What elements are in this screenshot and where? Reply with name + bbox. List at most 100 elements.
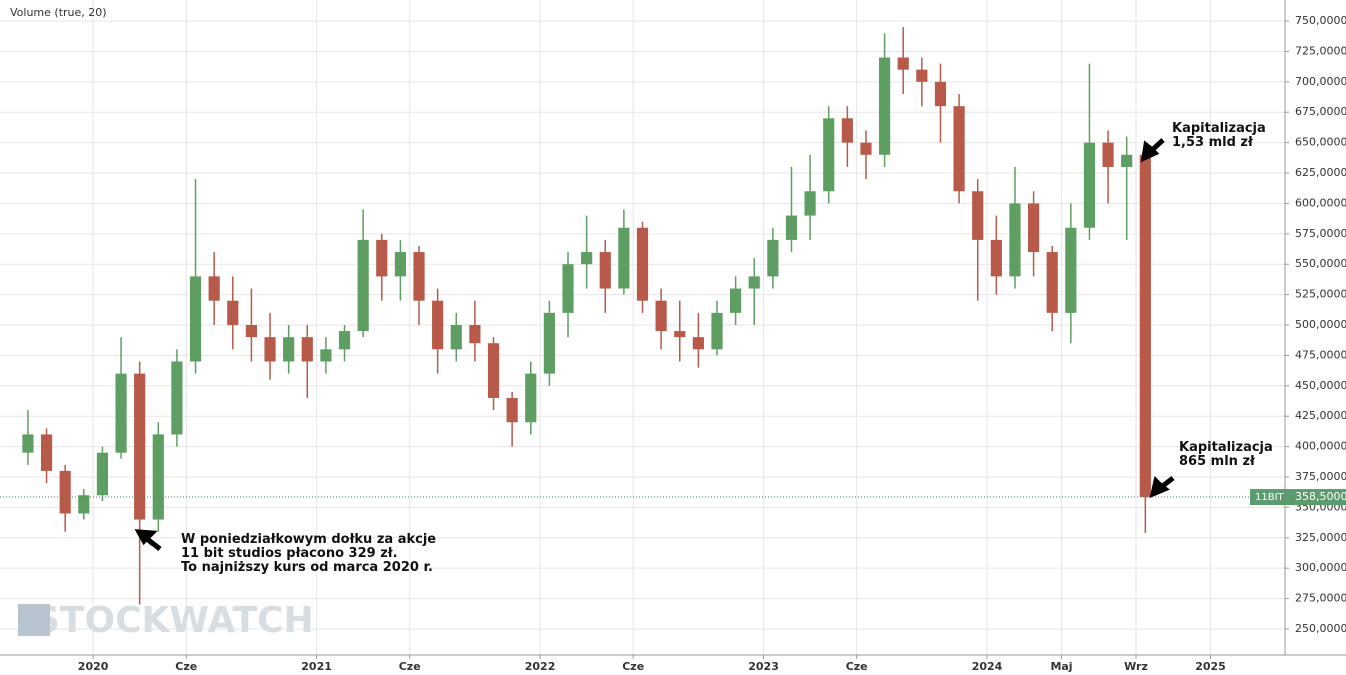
candle-body — [283, 337, 295, 362]
candle-body — [1028, 203, 1040, 253]
candle-body — [1083, 142, 1096, 228]
y-tick-label: 575,0000 — [1295, 227, 1346, 240]
candle-body — [841, 118, 853, 143]
candles — [22, 27, 1151, 605]
candle-body — [785, 215, 798, 240]
candle-body — [208, 276, 220, 301]
candle-body — [487, 343, 500, 398]
candle-body — [692, 337, 704, 350]
candle-body — [22, 434, 34, 453]
x-tick-label: Cze — [399, 660, 421, 673]
candle-body — [301, 337, 313, 362]
candle-body — [245, 325, 257, 338]
candle-body — [78, 495, 90, 514]
annotation: 11 bit studios płacono 329 zł. — [181, 546, 398, 561]
candle-body — [562, 264, 574, 313]
candle-body — [189, 276, 202, 362]
y-tick-label: 650,0000 — [1295, 136, 1346, 149]
x-tick-label: 2023 — [748, 660, 779, 673]
candle-body — [1139, 154, 1151, 498]
annotation: To najniższy kurs od marca 2020 r. — [181, 560, 433, 575]
candle-body — [916, 69, 928, 82]
x-tick-label: Maj — [1050, 660, 1072, 673]
candle-body — [990, 239, 1002, 277]
y-tick-label: 325,0000 — [1295, 531, 1346, 544]
x-tick-label: 2020 — [78, 660, 109, 673]
y-tick-label: 275,0000 — [1295, 592, 1346, 605]
candle-body — [879, 57, 891, 155]
y-tick-label: 700,0000 — [1295, 75, 1346, 88]
candle-body — [767, 239, 779, 277]
y-tick-label: 400,0000 — [1295, 440, 1346, 453]
annotation: Kapitalizacja — [1172, 121, 1266, 136]
candle-body — [1102, 142, 1114, 167]
candle-body — [730, 288, 742, 313]
annotation: 1,53 mld zł — [1172, 135, 1254, 150]
watermark-logo — [18, 604, 50, 636]
candle-body — [357, 239, 369, 332]
y-tick-label: 600,0000 — [1295, 196, 1346, 209]
candle-body — [432, 300, 444, 350]
candle-body — [338, 331, 351, 350]
chart-title: Volume (true, 20) — [10, 6, 107, 19]
candle-body — [953, 106, 965, 192]
candle-body — [1121, 154, 1133, 167]
candle-body — [897, 57, 909, 70]
x-tick-label: 2024 — [972, 660, 1003, 673]
y-tick-label: 300,0000 — [1295, 561, 1346, 574]
candle-body — [450, 325, 462, 350]
candle-body — [618, 227, 630, 289]
x-tick-label: Cze — [846, 660, 868, 673]
y-tick-label: 750,0000 — [1295, 14, 1346, 27]
y-tick-label: 475,0000 — [1295, 348, 1346, 361]
candle-body — [413, 252, 425, 301]
x-tick-label: Cze — [175, 660, 197, 673]
candle-body — [320, 349, 332, 362]
candle-body — [59, 470, 71, 514]
candle-body — [972, 191, 984, 240]
candle-body — [748, 276, 760, 289]
candle-body — [506, 397, 518, 423]
candle-body — [115, 373, 127, 453]
candle-body — [711, 312, 723, 350]
x-tick-label: 2021 — [301, 660, 332, 673]
arrow — [1149, 476, 1175, 499]
candle-body — [394, 252, 406, 277]
candle-body — [376, 239, 388, 277]
x-tick-label: Wrz — [1124, 660, 1148, 673]
annotation: Kapitalizacja — [1179, 440, 1273, 455]
annotation: W poniedziałkowym dołku za akcje — [181, 532, 436, 547]
candle-body — [599, 252, 611, 289]
candle-body — [804, 191, 816, 216]
y-tick-label: 625,0000 — [1295, 166, 1346, 179]
y-tick-label: 525,0000 — [1295, 288, 1346, 301]
last-price-name: 11BIT — [1255, 492, 1285, 503]
candle-body — [674, 331, 686, 338]
candle-body — [581, 252, 593, 265]
candle-body — [1065, 227, 1077, 313]
candle-body — [860, 142, 872, 155]
candle-body — [1009, 203, 1021, 277]
candle-body — [134, 373, 146, 520]
x-tick-label: Cze — [622, 660, 644, 673]
y-tick-label: 375,0000 — [1295, 470, 1346, 483]
x-tick-label: 2022 — [525, 660, 556, 673]
y-tick-label: 250,0000 — [1295, 622, 1346, 635]
last-price-label: 358,5000 — [1295, 490, 1346, 503]
candle-body — [934, 81, 947, 107]
candle-body — [171, 361, 183, 435]
y-tick-label: 450,0000 — [1295, 379, 1346, 392]
watermark: STOCKWATCH — [34, 600, 314, 641]
y-tick-label: 425,0000 — [1295, 409, 1346, 422]
candle-body — [823, 118, 835, 192]
candle-body — [636, 227, 649, 301]
x-tick-label: 2025 — [1195, 660, 1226, 673]
arrow — [1140, 138, 1165, 163]
candle-body — [96, 452, 109, 496]
candle-body — [1046, 252, 1058, 313]
y-tick-label: 500,0000 — [1295, 318, 1346, 331]
candle-body — [655, 300, 667, 332]
candle-body — [227, 300, 239, 326]
candle-body — [543, 312, 555, 374]
